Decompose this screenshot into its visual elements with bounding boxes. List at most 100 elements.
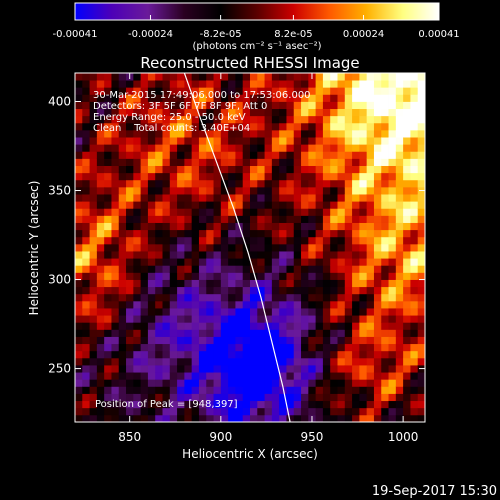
heatmap-cell <box>352 243 360 252</box>
heatmap-cell <box>352 315 360 323</box>
heatmap-cell <box>147 243 156 252</box>
heatmap-cell <box>111 194 120 202</box>
heatmap-cell <box>293 357 302 366</box>
heatmap-cell <box>191 172 200 181</box>
heatmap-cell <box>235 137 244 145</box>
heatmap-cell <box>104 251 112 259</box>
heatmap-cell <box>75 243 83 252</box>
heatmap-cell <box>198 414 207 422</box>
heatmap-cell <box>220 186 229 195</box>
heatmap-cell <box>133 272 142 280</box>
heatmap-cell <box>177 73 185 81</box>
heatmap-cell <box>308 222 317 231</box>
heatmap-cell <box>373 293 382 302</box>
heatmap-cell <box>96 329 105 337</box>
heatmap-cell <box>301 165 309 174</box>
heatmap-cell <box>352 286 360 295</box>
heatmap-cell <box>147 336 156 345</box>
heatmap-cell <box>410 229 419 238</box>
heatmap-cell <box>271 87 280 95</box>
heatmap-cell <box>315 251 324 259</box>
heatmap-cell <box>279 393 287 402</box>
heatmap-cell <box>242 87 251 95</box>
heatmap-cell <box>198 208 207 216</box>
heatmap-cell <box>191 144 200 152</box>
heatmap-cell <box>373 379 382 387</box>
heatmap-cell <box>388 80 397 88</box>
heatmap-cell <box>366 201 375 209</box>
heatmap-cell <box>213 115 222 124</box>
heatmap-cell <box>359 129 368 138</box>
heatmap-cell <box>133 315 142 323</box>
heatmap-cell <box>96 186 105 195</box>
heatmap-cell <box>242 357 251 366</box>
heatmap-cell <box>286 201 295 209</box>
heatmap-cell <box>75 115 83 124</box>
heatmap-cell <box>388 329 397 337</box>
heatmap-cell <box>337 108 346 117</box>
heatmap-cell <box>96 101 105 110</box>
heatmap-cell <box>111 122 120 131</box>
heatmap-cell <box>155 101 163 110</box>
heatmap-cell <box>228 265 236 273</box>
heatmap-cell <box>191 393 200 402</box>
heatmap-cell <box>315 350 324 359</box>
heatmap-cell <box>104 208 112 216</box>
heatmap-cell <box>220 286 229 295</box>
heatmap-cell <box>293 350 302 359</box>
heatmap-cell <box>206 286 214 295</box>
heatmap-cell <box>228 400 236 409</box>
heatmap-cell <box>242 172 251 181</box>
heatmap-cell <box>177 379 185 387</box>
heatmap-cell <box>198 329 207 337</box>
heatmap-cell <box>257 94 265 102</box>
heatmap-cell <box>126 258 134 266</box>
heatmap-cell <box>344 286 353 295</box>
heatmap-cell <box>322 236 331 245</box>
heatmap-cell <box>198 215 207 223</box>
heatmap-cell <box>293 144 302 152</box>
heatmap-cell <box>82 172 90 181</box>
heatmap-cell <box>242 386 251 394</box>
heatmap-cell <box>286 400 295 409</box>
heatmap-cell <box>417 94 425 102</box>
heatmap-cell <box>271 308 280 316</box>
heatmap-cell <box>366 208 375 216</box>
heatmap-cell <box>373 151 382 159</box>
heatmap-cell <box>352 357 360 366</box>
heatmap-cell <box>286 350 295 359</box>
heatmap-cell <box>213 73 222 81</box>
heatmap-cell <box>344 251 353 259</box>
heatmap-cell <box>264 179 273 188</box>
heatmap-cell <box>322 286 331 295</box>
heatmap-cell <box>111 222 120 231</box>
heatmap-cell <box>89 265 98 273</box>
heatmap-cell <box>155 365 163 373</box>
heatmap-cell <box>147 236 156 245</box>
heatmap-cell <box>417 407 425 416</box>
heatmap-cell <box>213 300 222 309</box>
heatmap-cell <box>330 122 338 131</box>
heatmap-cell <box>184 243 193 252</box>
heatmap-cell <box>293 236 302 245</box>
heatmap-cell <box>403 393 411 402</box>
heatmap-cell <box>118 343 127 352</box>
heatmap-cell <box>279 101 287 110</box>
heatmap-cell <box>359 272 368 280</box>
heatmap-cell <box>198 407 207 416</box>
heatmap-cell <box>352 336 360 345</box>
heatmap-cell <box>250 229 258 238</box>
heatmap-cell <box>410 151 419 159</box>
heatmap-cell <box>118 286 127 295</box>
heatmap-cell <box>381 137 389 145</box>
heatmap-cell <box>213 215 222 223</box>
heatmap-cell <box>162 80 171 88</box>
heatmap-cell <box>82 236 90 245</box>
heatmap-cell <box>140 172 149 181</box>
heatmap-cell <box>257 172 265 181</box>
heatmap-cell <box>228 300 236 309</box>
heatmap-cell <box>104 350 112 359</box>
heatmap-cell <box>373 350 382 359</box>
heatmap-cell <box>322 208 331 216</box>
heatmap-cell <box>242 400 251 409</box>
